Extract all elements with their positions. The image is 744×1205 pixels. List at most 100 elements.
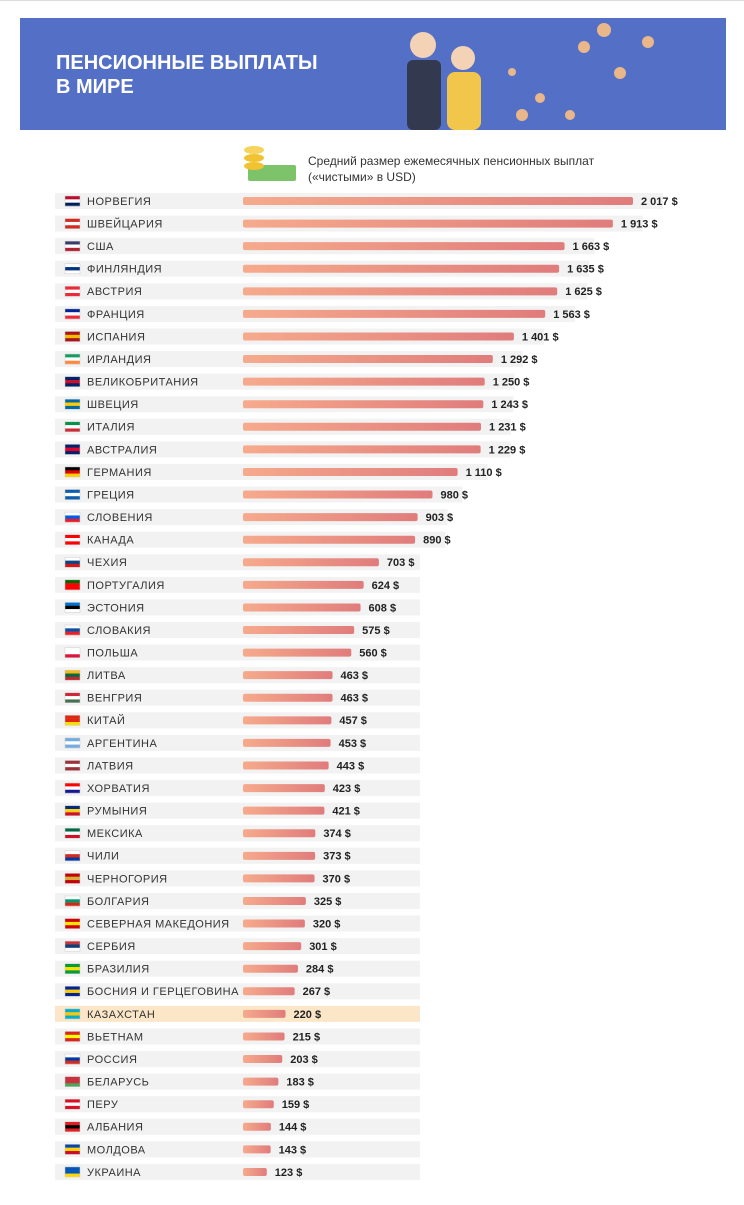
value-label: 143 $ <box>279 1144 307 1156</box>
flag <box>65 1060 80 1065</box>
flag <box>65 902 80 907</box>
flag <box>65 1170 80 1174</box>
value-label: 1 292 $ <box>501 354 538 366</box>
flag <box>65 338 80 342</box>
flag-border <box>64 1031 81 1042</box>
flag-border <box>64 511 81 523</box>
flag <box>65 563 80 568</box>
row-background <box>55 938 420 955</box>
value-label: 1 635 $ <box>567 264 604 276</box>
flag <box>65 670 80 674</box>
value-label: 1 243 $ <box>491 399 528 411</box>
category-label: РОССИЯ <box>87 1054 137 1066</box>
category-label: АВСТРИЯ <box>87 286 142 298</box>
row-background <box>55 780 420 797</box>
flag-border <box>64 1098 81 1110</box>
bar <box>243 987 295 996</box>
category-label: СЕРБИЯ <box>87 941 136 953</box>
flag <box>65 225 80 229</box>
bar <box>243 1032 285 1041</box>
bar <box>243 896 306 905</box>
flag <box>65 218 80 223</box>
value-label: 1 231 $ <box>489 422 526 434</box>
flag <box>65 1105 80 1110</box>
flag <box>65 741 80 745</box>
category-label: СЛОВЕНИЯ <box>87 512 153 524</box>
value-label: 123 $ <box>275 1167 303 1179</box>
category-label: АРГЕНТИНА <box>87 738 157 750</box>
flag <box>65 880 80 884</box>
flag-border <box>64 624 81 636</box>
row-background <box>55 1005 420 1022</box>
flag-border <box>64 963 81 974</box>
category-label: БОСНИЯ И ГЕРЦЕГОВИНА <box>87 986 239 998</box>
category-label: СЕВЕРНАЯ МАКЕДОНИЯ <box>87 918 230 930</box>
flag-border <box>64 240 81 252</box>
flag <box>65 405 80 410</box>
flag <box>65 538 80 542</box>
category-label: ПОРТУГАЛИЯ <box>87 580 165 592</box>
flag-border <box>64 760 81 771</box>
flag <box>65 579 80 584</box>
value-label: 215 $ <box>293 1031 321 1043</box>
category-label: НОРВЕГИЯ <box>87 196 151 208</box>
row-background <box>55 1096 420 1113</box>
flag-border <box>64 692 81 704</box>
bar <box>243 287 558 296</box>
category-label: УКРАИНА <box>87 1167 141 1179</box>
value-label: 1 625 $ <box>565 286 602 298</box>
value-label: 1 110 $ <box>466 467 502 479</box>
flag <box>65 1151 80 1155</box>
flag <box>65 428 80 432</box>
flag-border <box>64 918 81 929</box>
flag <box>65 289 80 294</box>
bar <box>243 490 433 499</box>
bar <box>243 558 379 567</box>
flag-border <box>64 1121 81 1133</box>
flag-border <box>64 715 81 726</box>
value-label: 220 $ <box>294 1009 322 1021</box>
flag <box>65 602 80 606</box>
flag <box>65 354 80 358</box>
flag <box>65 1121 80 1126</box>
flag <box>65 399 80 403</box>
flag <box>65 1125 80 1129</box>
flag <box>65 1083 80 1087</box>
flag <box>65 1031 80 1035</box>
flag <box>65 805 80 810</box>
flag <box>65 357 80 361</box>
flag <box>65 828 80 832</box>
flag-border <box>64 805 81 816</box>
flag-border <box>64 737 81 749</box>
flag <box>65 512 80 516</box>
flag <box>65 808 80 813</box>
flag <box>65 1076 80 1081</box>
value-label: 575 $ <box>362 625 390 637</box>
flag-border <box>64 421 81 433</box>
flag <box>65 470 80 474</box>
flag <box>65 421 80 426</box>
flag <box>65 1054 80 1058</box>
bar <box>243 829 316 838</box>
flag <box>65 241 80 245</box>
category-label: КИТАЙ <box>87 714 125 727</box>
row-background <box>55 915 420 932</box>
flag <box>65 834 80 839</box>
flag <box>65 857 80 862</box>
flag <box>65 402 80 407</box>
value-label: 183 $ <box>286 1077 314 1089</box>
category-label: ФИНЛЯНДИЯ <box>87 264 162 276</box>
value-label: 421 $ <box>332 806 360 818</box>
flag <box>65 473 80 478</box>
flag <box>65 986 80 990</box>
bar <box>243 874 315 883</box>
bar <box>243 264 560 273</box>
category-label: ИТАЛИЯ <box>87 422 135 434</box>
flag <box>65 947 80 952</box>
category-label: СЛОВАКИЯ <box>87 625 151 637</box>
row-background <box>55 847 420 864</box>
flag <box>65 312 80 316</box>
value-label: 1 663 $ <box>573 241 610 253</box>
flag <box>65 583 80 587</box>
flag <box>65 383 80 387</box>
